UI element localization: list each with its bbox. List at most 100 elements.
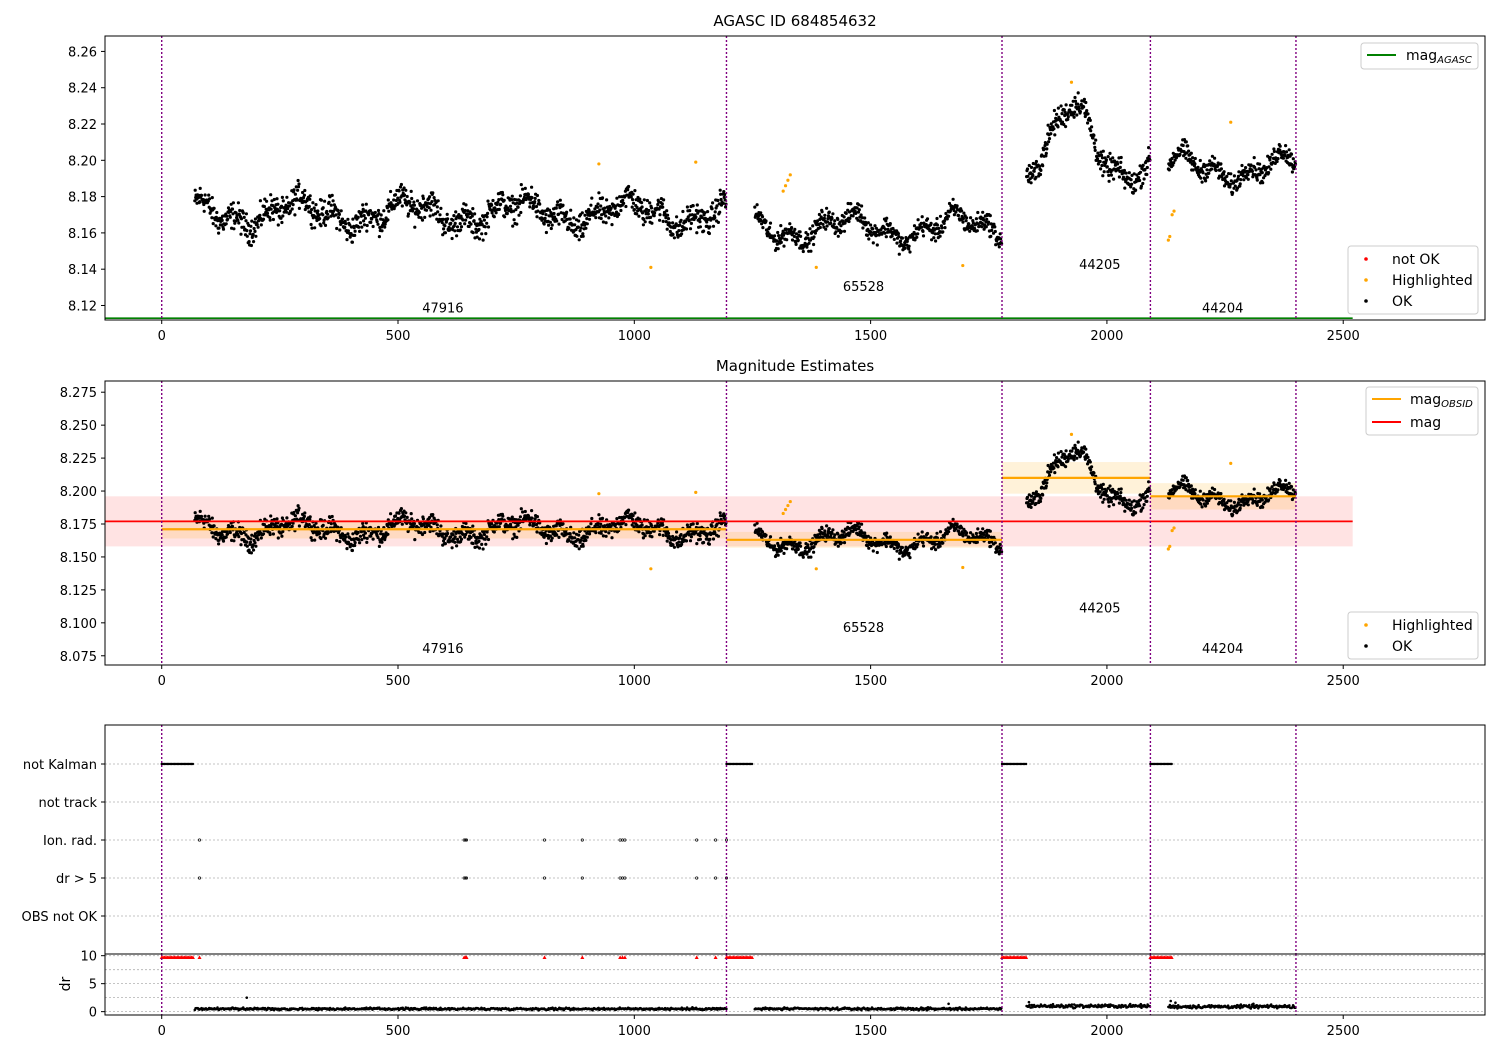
ok-point <box>278 209 282 213</box>
ok-point <box>980 225 984 229</box>
ok-point <box>431 191 435 195</box>
y-tick-label: 8.20 <box>68 154 97 169</box>
ok-point <box>547 536 551 540</box>
ok-point <box>1109 173 1113 177</box>
ok-point <box>818 225 822 230</box>
ok-point <box>480 542 484 547</box>
ok-point <box>713 216 717 220</box>
ok-point <box>239 217 244 221</box>
ok-point <box>242 530 246 535</box>
ok-point <box>412 203 416 207</box>
ok-point <box>794 550 798 554</box>
ok-point <box>844 528 848 532</box>
ok-point <box>1268 487 1272 491</box>
ok-point <box>999 546 1003 550</box>
ok-point <box>1055 112 1059 116</box>
ok-point <box>1201 171 1205 175</box>
ok-point <box>916 218 920 222</box>
ok-point <box>359 530 363 534</box>
ok-point <box>986 534 991 538</box>
ok-point <box>1047 137 1052 141</box>
ok-point <box>276 536 280 540</box>
ok-point <box>1181 478 1185 482</box>
ok-point <box>242 215 246 219</box>
ok-point <box>530 196 534 200</box>
ok-point <box>988 529 992 533</box>
ok-point <box>605 198 609 202</box>
ok-point <box>325 209 329 214</box>
ok-point <box>281 199 285 203</box>
ok-point <box>997 245 1001 249</box>
ok-point <box>350 548 354 553</box>
ok-point <box>1228 185 1232 189</box>
ok-point <box>550 536 554 540</box>
ok-point <box>943 219 947 223</box>
ok-point <box>438 213 442 217</box>
ok-point <box>643 534 647 538</box>
ok-point <box>257 219 261 223</box>
ok-point <box>575 544 579 548</box>
ok-point <box>902 243 906 248</box>
ok-point <box>428 529 432 534</box>
ok-point <box>228 215 232 219</box>
ok-point <box>601 220 606 224</box>
ok-point <box>665 227 669 231</box>
ok-point <box>376 208 381 213</box>
ok-point <box>428 515 432 520</box>
ok-point <box>1240 163 1244 168</box>
ok-point <box>585 535 589 539</box>
ok-point <box>1196 165 1200 169</box>
ok-point <box>930 238 934 242</box>
ok-point <box>897 235 901 239</box>
ok-point <box>1272 147 1276 151</box>
ok-point <box>281 529 285 534</box>
ok-point <box>573 223 577 227</box>
ok-point <box>561 203 565 207</box>
ok-point <box>857 208 861 212</box>
ok-point <box>1276 157 1280 161</box>
ok-point <box>955 204 959 208</box>
ok-point <box>511 224 515 228</box>
ok-point <box>439 524 443 528</box>
ok-point <box>578 229 582 233</box>
ok-point <box>711 224 716 228</box>
ok-point <box>360 210 364 214</box>
panel-1-legend-points: not OK Highlighted OK <box>1347 245 1479 315</box>
ok-point <box>1116 162 1120 166</box>
ok-point <box>455 537 460 541</box>
ok-point <box>1085 453 1089 457</box>
ok-point <box>976 210 980 215</box>
ok-point <box>343 219 347 223</box>
ok-point <box>405 194 409 199</box>
ok-point <box>1193 156 1197 161</box>
panel-1-plot: 479166552844205442048.128.148.168.188.20… <box>68 36 1360 344</box>
ok-point <box>249 551 253 555</box>
ok-point <box>239 232 243 236</box>
ok-point <box>596 202 600 206</box>
ok-point <box>1084 447 1088 451</box>
ok-point <box>1290 497 1294 502</box>
panel-2-legend-points: Highlighted OK <box>1347 611 1479 660</box>
ok-point <box>919 535 923 539</box>
ok-point <box>239 531 244 536</box>
ok-point <box>1090 465 1094 469</box>
ok-point <box>285 195 289 199</box>
ok-point <box>473 212 477 216</box>
ok-point <box>839 224 843 228</box>
ok-point <box>1138 498 1143 502</box>
x-tick-label: 500 <box>386 1024 411 1039</box>
ok-point <box>1276 488 1280 492</box>
ok-point <box>269 524 273 529</box>
ok-point <box>335 538 339 543</box>
ok-point <box>501 514 505 518</box>
ok-point <box>1199 502 1203 506</box>
ok-point <box>346 217 350 221</box>
ok-point <box>356 215 360 219</box>
ok-point <box>874 226 879 230</box>
ok-point <box>764 533 768 537</box>
legend-ok-label: OK <box>1392 294 1413 310</box>
ok-point <box>908 556 912 560</box>
ok-point <box>976 527 980 531</box>
